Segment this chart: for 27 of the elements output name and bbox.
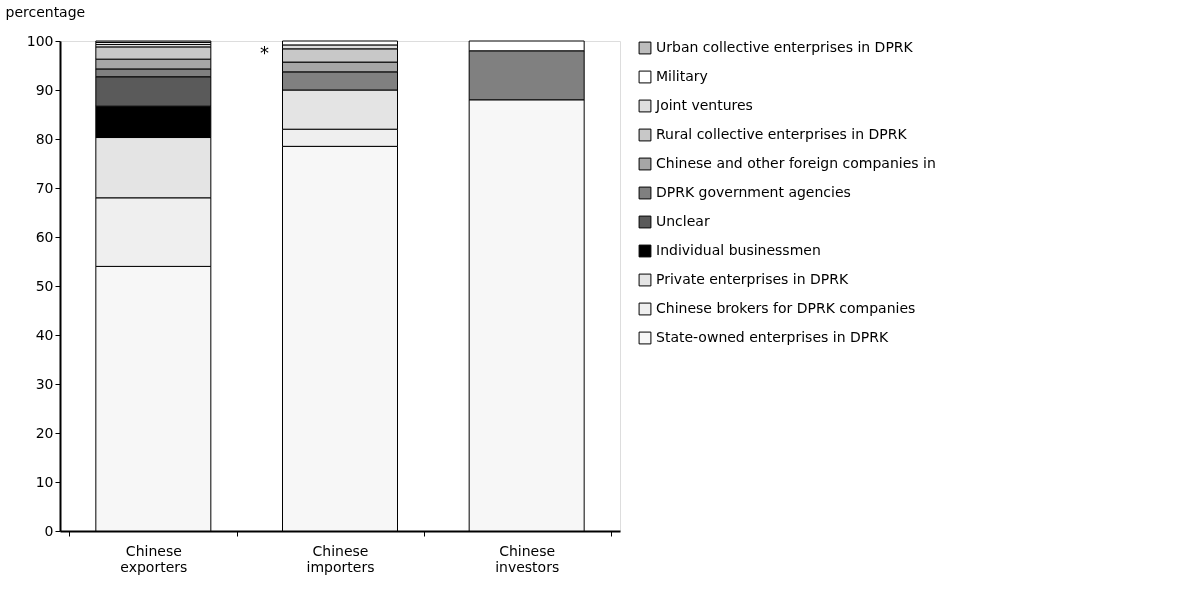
y-tick-label: 70 [35,179,54,196]
y-tick-label: 30 [35,375,54,392]
y-tick-label: 100 [26,32,54,49]
x-tick-label: Chinese importers [306,542,375,575]
legend-label: Unclear [656,213,710,229]
y-tick-label: 40 [35,326,54,343]
legend-label: Chinese and other foreign companies in [656,155,936,171]
legend-label: State-owned enterprises in DPRK [656,329,889,345]
legend-label: Military [656,68,708,84]
y-tick-label: 90 [35,81,54,98]
legend-label: Individual businessmen [656,242,821,258]
y-axis-title: percentage [5,3,86,20]
y-tick-label: 20 [35,424,54,441]
legend-label: Rural collective enterprises in DPRK [656,126,908,142]
legend-label: Urban collective enterprises in DPRK [656,39,914,55]
y-tick-label: 50 [35,277,54,294]
y-tick-label: 10 [35,473,54,490]
x-tick-label: Chinese exporters [120,542,188,575]
legend-label: DPRK government agencies [656,184,851,200]
x-tick-label: Chinese investors [495,542,560,575]
y-tick-label: 80 [35,130,54,147]
legend-label: Joint ventures [655,97,753,113]
y-tick-label: 60 [35,228,54,245]
legend-label: Chinese brokers for DPRK companies [656,300,916,316]
legend-label: Private enterprises in DPRK [656,271,849,287]
y-tick-label: 0 [44,522,54,539]
annotation: * [260,42,269,63]
